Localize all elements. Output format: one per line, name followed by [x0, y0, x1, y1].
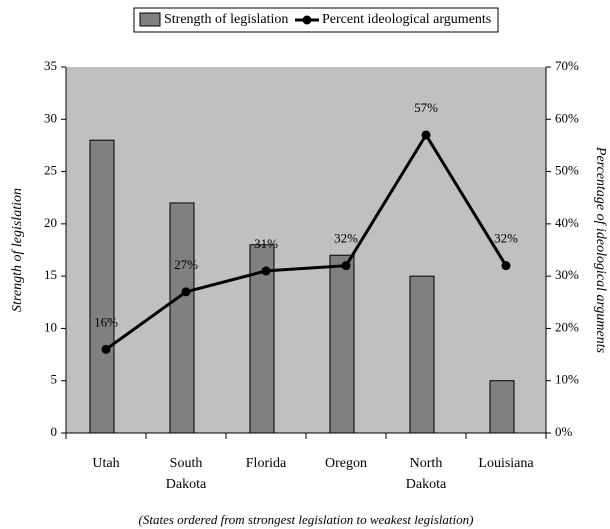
y2-tick-label: 0%: [555, 424, 573, 439]
bar: [409, 275, 435, 434]
data-label: 57%: [414, 100, 438, 115]
x-tick-label: Louisiana: [478, 456, 534, 471]
y-tick-label: 30: [44, 110, 57, 125]
y-tick-label: 15: [44, 267, 57, 282]
data-label: 32%: [334, 231, 358, 246]
y-tick-label: 5: [51, 372, 58, 387]
data-label: 32%: [494, 231, 518, 246]
y2-tick-label: 40%: [555, 215, 579, 230]
line: [105, 132, 508, 351]
plot-area: [66, 67, 546, 433]
legend-swatch: [139, 12, 161, 27]
y-axis-label: Strength of legislation: [10, 188, 25, 312]
bar: [489, 380, 515, 434]
legend-label: Strength of legislation: [164, 12, 288, 27]
y-tick-label: 25: [44, 163, 57, 178]
x-tick-label: Oregon: [325, 456, 367, 471]
line-point: [501, 261, 511, 271]
x-tick-label: Florida: [245, 456, 287, 471]
legend-label: Percent ideological arguments: [322, 12, 491, 27]
line-point: [101, 344, 111, 354]
y-tick-label: 35: [44, 58, 57, 73]
y2-tick-label: 70%: [555, 58, 579, 73]
x-tick-label: South Dakota: [165, 456, 207, 492]
x-tick-label: Utah: [92, 456, 120, 471]
y2-tick-label: 30%: [555, 267, 579, 282]
y2-tick-label: 20%: [555, 319, 579, 334]
y2-tick-label: 60%: [555, 110, 579, 125]
y2-tick-label: 10%: [555, 372, 579, 387]
bar: [89, 139, 115, 434]
data-label: 16%: [94, 314, 118, 329]
line-point: [421, 130, 431, 140]
data-label: 27%: [174, 257, 198, 272]
line-point: [261, 266, 271, 276]
y-tick-label: 0: [51, 424, 58, 439]
line-point: [181, 287, 191, 297]
bar: [249, 244, 275, 434]
y2-axis-label: Percentage of ideological arguments: [593, 146, 608, 354]
y-tick-label: 10: [44, 319, 57, 334]
bar: [329, 254, 355, 434]
y-tick-label: 20: [44, 215, 57, 230]
x-tick-label: North Dakota: [405, 456, 447, 492]
bar: [169, 202, 195, 434]
x-axis-label: (States ordered from strongest legislati…: [139, 512, 474, 527]
legend-marker: [302, 15, 312, 25]
line-point: [341, 261, 351, 271]
data-label: 31%: [254, 236, 278, 251]
y2-tick-label: 50%: [555, 163, 579, 178]
